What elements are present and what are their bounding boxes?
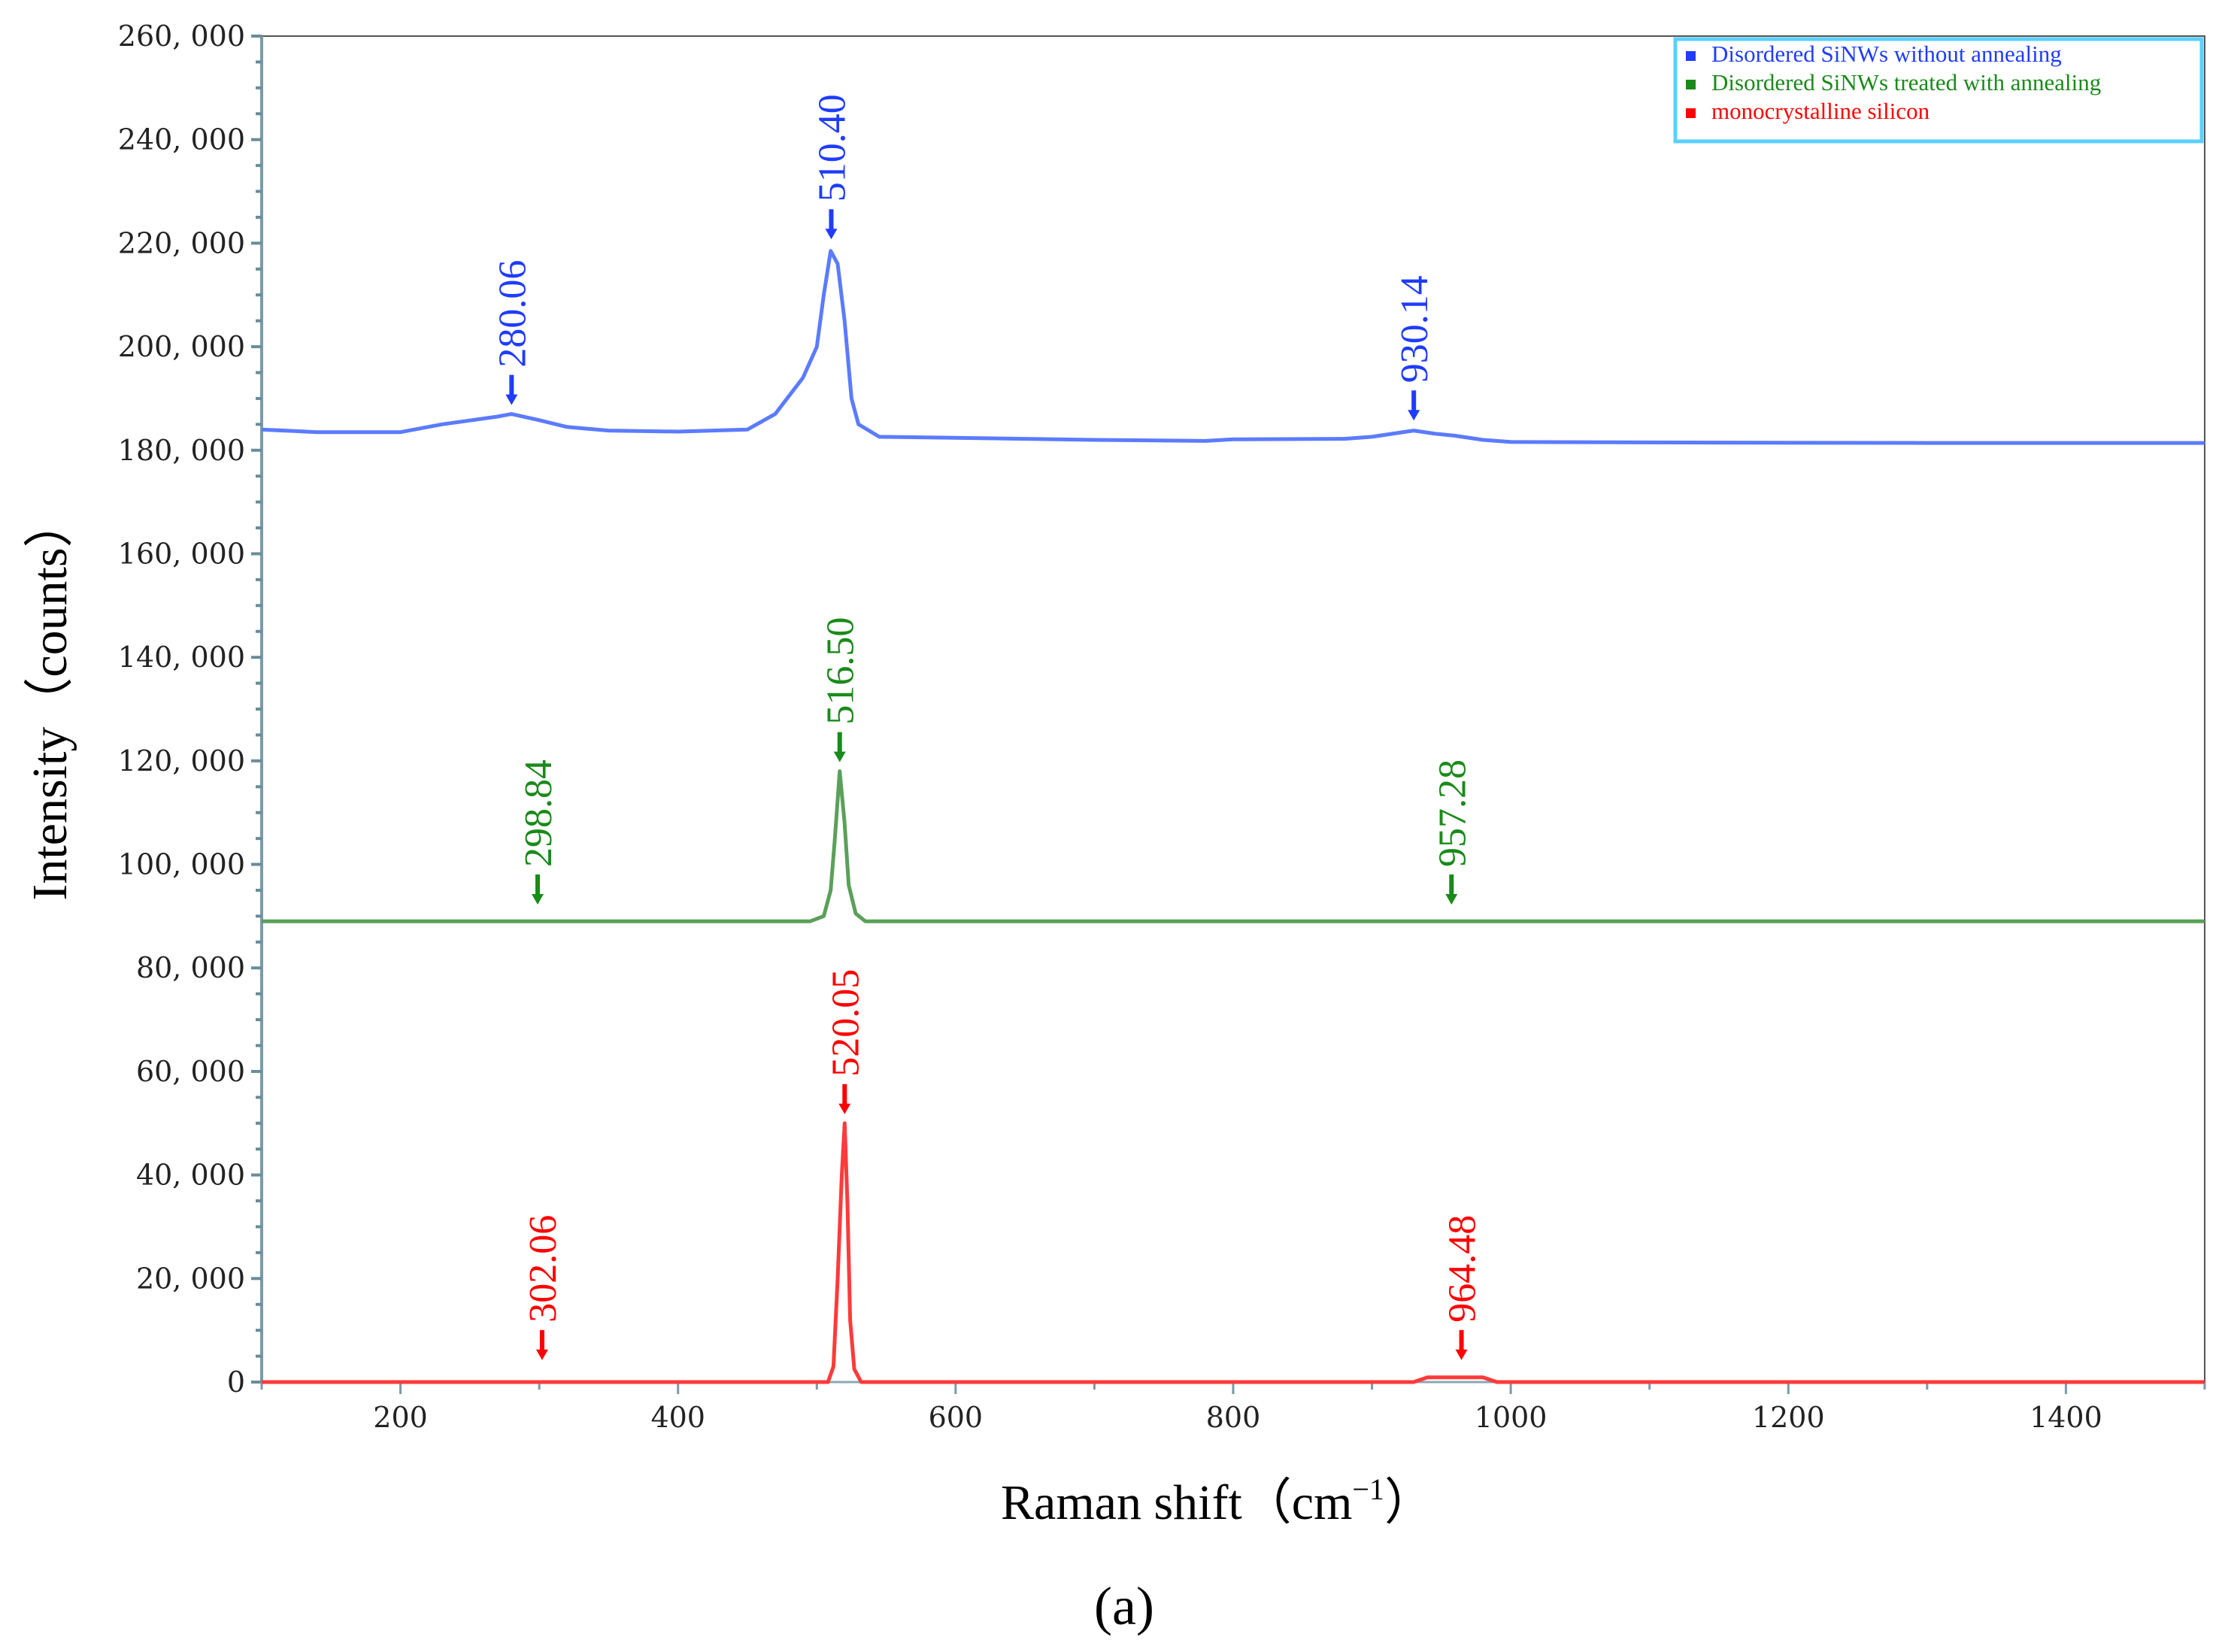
peak-arrow-head	[1455, 1349, 1468, 1360]
peak-label: 964.48	[1441, 1215, 1484, 1323]
y-tick-label: 220, 000	[118, 226, 245, 259]
x-tick-label: 1000	[1475, 1401, 1547, 1434]
peak-arrow-head	[833, 751, 846, 762]
y-tick-label: 80, 000	[136, 951, 245, 984]
y-tick-label: 0	[227, 1366, 245, 1399]
legend-swatch	[1686, 108, 1696, 118]
y-tick-label: 20, 000	[136, 1262, 245, 1295]
peak-label: 516.50	[820, 617, 862, 725]
y-tick-label: 40, 000	[136, 1159, 245, 1192]
peak-label: 298.84	[517, 759, 560, 867]
legend-box	[1673, 37, 2204, 144]
peak-label: 957.28	[1431, 759, 1474, 867]
y-tick-label: 240, 000	[118, 123, 245, 156]
series-line-1	[261, 249, 2205, 445]
y-tick-label: 200, 000	[118, 330, 245, 363]
x-axis-title: Raman shift（cm−1）	[1001, 1472, 1434, 1530]
peak-arrow-head	[535, 1349, 548, 1360]
peak-label: 520.05	[824, 969, 867, 1077]
peak-label: 302.06	[522, 1215, 565, 1323]
legend-swatch	[1686, 51, 1696, 61]
series-layer	[261, 249, 2205, 1384]
plot-frame	[261, 35, 2205, 1383]
y-axis: 0 20, 000 40, 000 60, 000 80, 000 100, 000 120…	[118, 20, 263, 1399]
x-tick-label: 800	[1206, 1401, 1261, 1434]
panel-label: (a)	[1094, 1576, 1154, 1636]
x-axis: 200 400 600 800 1000 1200 1400	[260, 1381, 2206, 1434]
x-axis-title-close: ）	[1384, 1475, 1434, 1530]
peak-label: 510.40	[811, 94, 853, 202]
x-axis-title-main: Raman shift（cm	[1001, 1475, 1352, 1530]
peak-arrow-head	[825, 229, 838, 240]
x-tick-label: 600	[929, 1401, 984, 1434]
legend: Disordered SiNWs without annealingDisord…	[1673, 37, 2204, 144]
y-tick-label: 160, 000	[118, 537, 245, 570]
x-tick-label: 1400	[2029, 1401, 2102, 1434]
x-tick-label: 400	[650, 1401, 705, 1434]
y-tick-label: 120, 000	[118, 744, 245, 778]
y-tick-label: 140, 000	[118, 641, 245, 674]
y-axis-title: Intensity（counts）	[23, 498, 77, 900]
peak-arrow-head	[505, 394, 518, 405]
legend-swatch	[1686, 80, 1696, 89]
legend-entry: monocrystalline silicon	[1711, 98, 1930, 124]
peak-arrow-head	[1445, 893, 1458, 905]
peak-label: 930.14	[1393, 275, 1436, 383]
x-axis-title-exponent: −1	[1352, 1472, 1384, 1506]
x-tick-label: 200	[373, 1401, 428, 1434]
peak-arrow-head	[838, 1103, 851, 1114]
legend-entry: Disordered SiNWs treated with annealing	[1711, 69, 2101, 95]
series-line-2	[262, 769, 2205, 923]
y-tick-label: 60, 000	[136, 1055, 245, 1088]
legend-entry: Disordered SiNWs without annealing	[1711, 41, 2062, 67]
y-tick-label: 260, 000	[118, 20, 245, 53]
peak-arrow-head	[532, 893, 544, 905]
peak-label: 280.06	[491, 260, 534, 368]
y-tick-label: 180, 000	[118, 434, 245, 467]
peak-annotations: 280.06 510.40 930.14 298.84 516.50 957.28 302.…	[491, 94, 1484, 1360]
series-line-3	[262, 1121, 2205, 1384]
x-tick-label: 1200	[1752, 1401, 1825, 1434]
peak-arrow-head	[1408, 410, 1420, 421]
y-tick-label: 100, 000	[118, 848, 245, 881]
